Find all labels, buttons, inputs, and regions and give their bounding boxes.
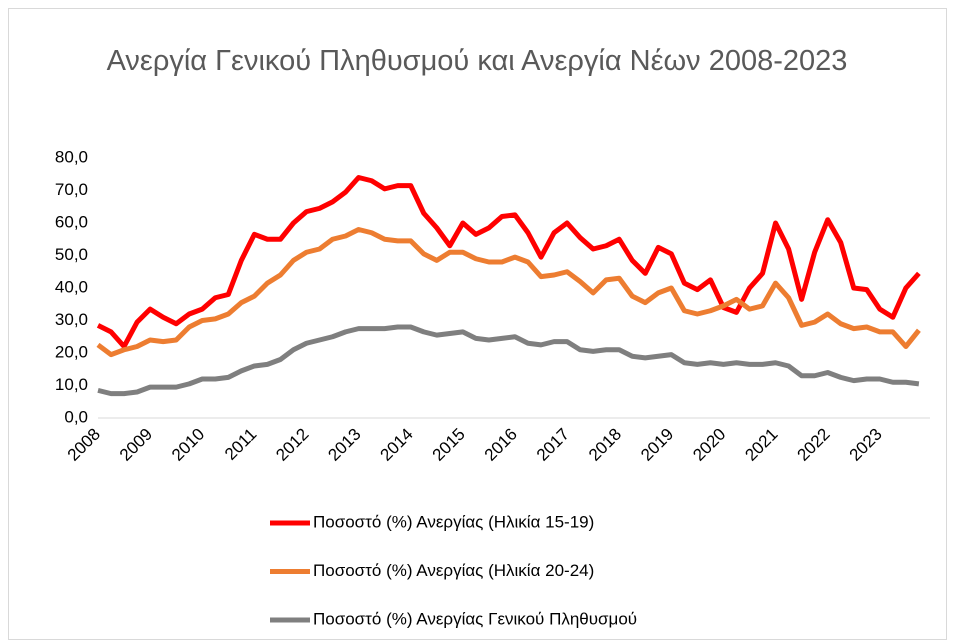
legend-label: Ποσοστό (%) Ανεργίας (Ηλικία 20-24) — [313, 561, 594, 580]
x-tick-label: 2010 — [168, 425, 208, 465]
x-tick-label: 2011 — [221, 425, 260, 464]
y-tick-label: 30,0 — [55, 310, 88, 329]
y-tick-label: 40,0 — [55, 277, 88, 296]
legend-label: Ποσοστό (%) Ανεργίας Γενικού Πληθυσμού — [313, 609, 637, 628]
x-tick-label: 2014 — [377, 425, 417, 465]
x-tick-label: 2008 — [64, 425, 104, 465]
series-line — [96, 227, 921, 358]
y-tick-label: 20,0 — [55, 342, 88, 361]
y-tick-label: 60,0 — [55, 212, 88, 231]
y-tick-label: 50,0 — [55, 245, 88, 264]
y-tick-label: 70,0 — [55, 180, 88, 199]
x-tick-label: 2009 — [116, 425, 156, 465]
chart-title: Ανεργία Γενικού Πληθυσμού και Ανεργία Νέ… — [106, 45, 848, 77]
y-tick-label: 10,0 — [55, 375, 88, 394]
x-tick-label: 2016 — [481, 425, 521, 465]
x-tick-label: 2018 — [585, 425, 625, 465]
y-tick-label: 80,0 — [55, 147, 88, 166]
x-tick-label: 2019 — [637, 425, 677, 465]
x-tick-label: 2022 — [793, 425, 833, 465]
x-tick-label: 2023 — [846, 425, 886, 465]
x-tick-label: 2013 — [324, 425, 364, 465]
series-line — [96, 175, 921, 349]
x-tick-label: 2017 — [533, 425, 573, 465]
x-tick-label: 2020 — [689, 425, 729, 465]
legend-label: Ποσοστό (%) Ανεργίας (Ηλικία 15-19) — [313, 512, 594, 531]
x-tick-label: 2021 — [741, 425, 781, 465]
y-tick-label: 0,0 — [64, 407, 88, 426]
chart-border — [8, 8, 947, 640]
series-line — [97, 324, 920, 397]
x-tick-label: 2012 — [272, 425, 312, 465]
x-tick-label: 2015 — [429, 425, 469, 465]
